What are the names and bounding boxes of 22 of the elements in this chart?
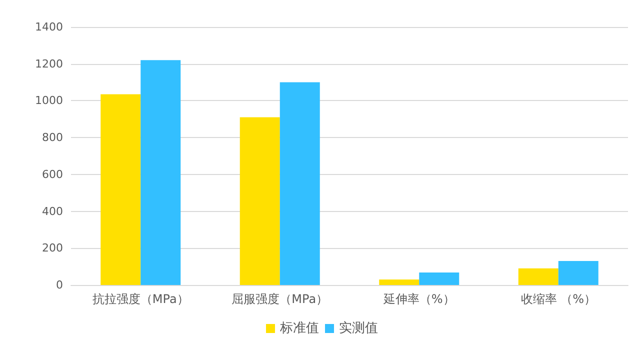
y-tick-label: 800 [42, 131, 63, 144]
y-tick-label: 600 [42, 168, 63, 181]
y-tick-label: 1200 [35, 57, 63, 70]
bar [280, 82, 320, 285]
legend-label: 标准值 [279, 321, 319, 336]
bar [240, 117, 280, 285]
y-tick-label: 0 [56, 278, 63, 292]
bar [518, 268, 558, 285]
bar [558, 261, 598, 285]
x-tick-label: 屈服强度（MPa） [232, 292, 328, 306]
x-tick-label: 抗拉强度（MPa） [92, 292, 189, 306]
bar [379, 279, 420, 285]
x-tick-label: 延伸率（%） [382, 292, 455, 306]
legend-label: 实测值 [339, 321, 378, 336]
y-tick-label: 400 [42, 204, 63, 218]
y-tick-label: 1400 [35, 20, 63, 34]
y-tick-label: 200 [42, 242, 63, 255]
bar [419, 272, 460, 285]
bar [140, 60, 181, 285]
y-tick-label: 1000 [35, 94, 63, 108]
bar [100, 94, 141, 285]
x-tick-label: 收缩率 （%） [520, 292, 596, 306]
